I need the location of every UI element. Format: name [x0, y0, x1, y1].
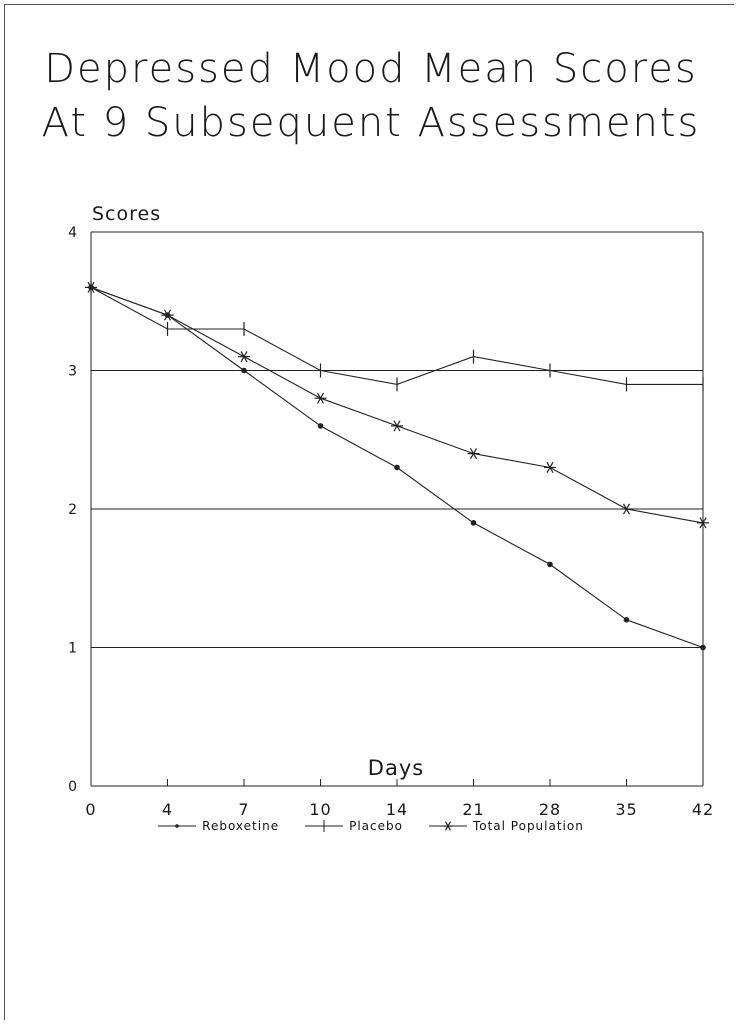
- x-tick-label-10: 10: [309, 800, 331, 819]
- page-frame: [4, 4, 734, 1020]
- marker-total-population-28: [544, 461, 556, 473]
- legend-plus-line-icon: [305, 820, 344, 832]
- x-tick-label-21: 21: [462, 800, 484, 819]
- marker-reboxetine-35: [623, 616, 630, 623]
- y-tick-label-3: 3: [68, 364, 77, 380]
- y-axis-label: Scores: [92, 203, 161, 225]
- series-line-total-population: [90, 286, 704, 524]
- tick-labels: 0 1 2 3 4 0 4 7 10 14 21 28 35 42: [68, 225, 714, 819]
- series-markers: [85, 280, 709, 651]
- x-axis-label: Days: [368, 756, 424, 780]
- x-tick-label-0: 0: [85, 800, 96, 819]
- chart-title: Depressed Mood Mean Scores At 9 Subseque…: [0, 42, 742, 150]
- chart-title-line-2: At 9 Subsequent Assessments: [41, 100, 701, 146]
- marker-total-population-21: [467, 448, 480, 460]
- marker-total-population-35: [620, 503, 633, 515]
- y-tick-label-4: 4: [68, 225, 77, 241]
- x-tick-label-14: 14: [386, 800, 408, 819]
- x-tick-label-28: 28: [539, 800, 561, 819]
- y-tick-label-1: 1: [68, 641, 77, 657]
- marker-total-population-0: [85, 281, 97, 293]
- legend-item-placebo: Placebo: [305, 818, 403, 834]
- legend-label-reboxetine: Reboxetine: [202, 819, 280, 833]
- marker-total-population-7: [238, 351, 250, 363]
- marker-total-population-4: [161, 309, 174, 321]
- legend-dot-line-icon: [158, 824, 197, 828]
- y-tick-label-2: 2: [68, 502, 77, 518]
- marker-total-population-10: [314, 392, 327, 404]
- legend-label-total-population: Total Population: [472, 819, 584, 833]
- marker-reboxetine-7: [241, 367, 247, 374]
- series-line-placebo: [90, 286, 703, 385]
- marker-reboxetine-28: [547, 561, 553, 568]
- marker-reboxetine-10: [317, 423, 324, 429]
- chart-title-line-1: Depressed Mood Mean Scores: [44, 46, 698, 92]
- marker-reboxetine-21: [470, 520, 477, 526]
- marker-total-population-14: [391, 420, 403, 432]
- x-tick-label-35: 35: [615, 800, 637, 819]
- grid-lines: [91, 370, 703, 648]
- legend: Reboxetine Placebo Total Population: [0, 818, 742, 834]
- legend-item-total-population: Total Population: [428, 818, 584, 834]
- legend-label-placebo: Placebo: [349, 819, 403, 833]
- x-tick-label-7: 7: [238, 800, 249, 819]
- axes: [90, 231, 704, 787]
- marker-total-population-42: [697, 517, 709, 529]
- legend-asterisk-line-icon: [428, 821, 467, 831]
- marker-reboxetine-42: [700, 644, 706, 651]
- y-tick-label-0: 0: [68, 779, 77, 795]
- x-tick-label-42: 42: [692, 800, 714, 819]
- marker-reboxetine-14: [394, 464, 400, 471]
- legend-item-reboxetine: Reboxetine: [158, 818, 279, 834]
- x-tick-label-4: 4: [162, 800, 173, 819]
